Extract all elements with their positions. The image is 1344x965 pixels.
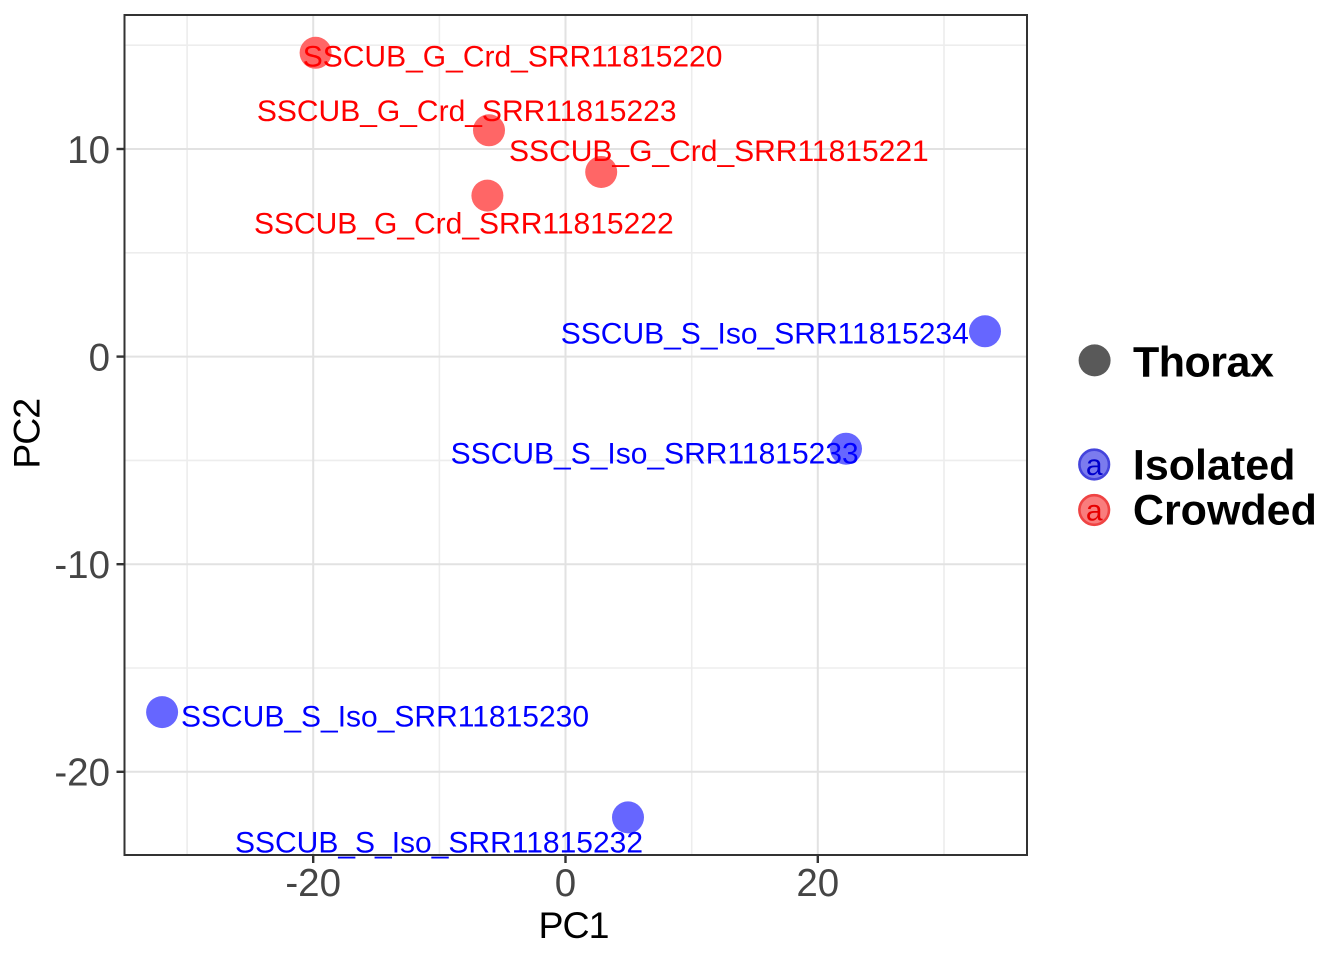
svg-text:SSCUB_G_Crd_SRR11815221: SSCUB_G_Crd_SRR11815221 — [509, 135, 929, 168]
svg-text:-10: -10 — [54, 544, 110, 587]
svg-text:SSCUB_G_Crd_SRR11815223: SSCUB_G_Crd_SRR11815223 — [257, 95, 677, 128]
svg-text:SSCUB_G_Crd_SRR11815220: SSCUB_G_Crd_SRR11815220 — [303, 40, 723, 73]
svg-text:SSCUB_G_Crd_SRR11815222: SSCUB_G_Crd_SRR11815222 — [254, 207, 674, 240]
svg-text:SSCUB_S_Iso_SRR11815232: SSCUB_S_Iso_SRR11815232 — [235, 826, 643, 859]
svg-text:-20: -20 — [54, 752, 110, 795]
svg-text:SSCUB_S_Iso_SRR11815230: SSCUB_S_Iso_SRR11815230 — [181, 701, 589, 734]
svg-text:20: 20 — [796, 862, 839, 905]
svg-text:a: a — [1086, 495, 1103, 528]
svg-text:Isolated: Isolated — [1133, 442, 1296, 490]
svg-text:Thorax: Thorax — [1133, 339, 1274, 387]
svg-text:SSCUB_S_Iso_SRR11815233: SSCUB_S_Iso_SRR11815233 — [451, 438, 859, 471]
svg-text:Crowded: Crowded — [1133, 487, 1317, 535]
svg-text:SSCUB_S_Iso_SRR11815234: SSCUB_S_Iso_SRR11815234 — [561, 318, 969, 351]
svg-text:10: 10 — [67, 129, 110, 172]
svg-text:0: 0 — [555, 862, 576, 905]
svg-text:PC2: PC2 — [6, 399, 48, 469]
svg-text:-20: -20 — [285, 862, 341, 905]
svg-text:PC1: PC1 — [539, 904, 609, 946]
svg-text:0: 0 — [89, 336, 110, 379]
svg-text:a: a — [1086, 449, 1103, 482]
